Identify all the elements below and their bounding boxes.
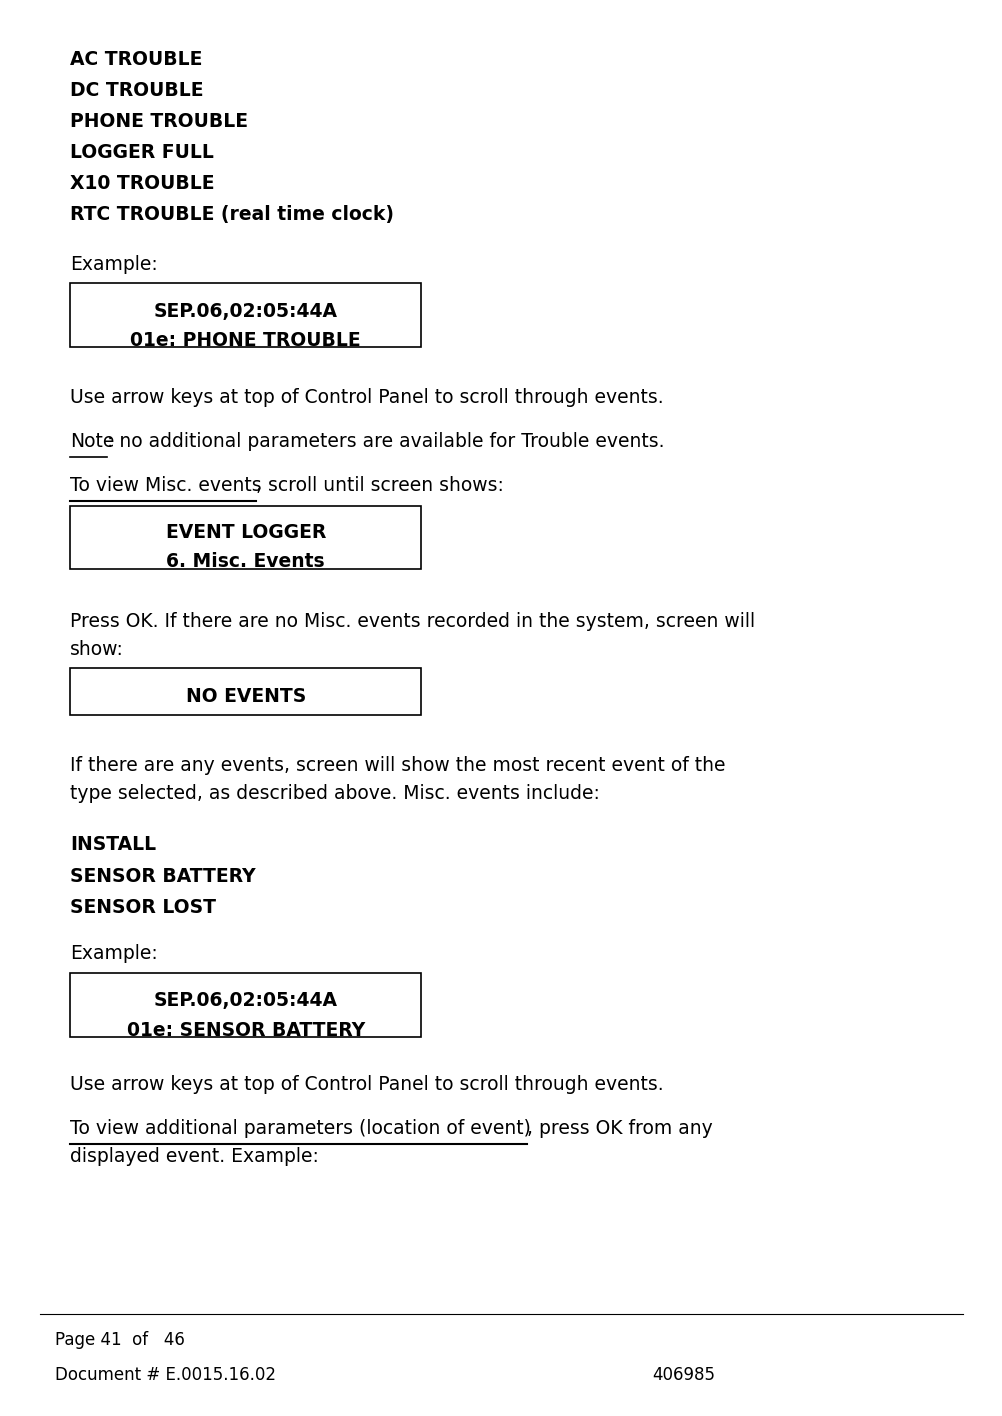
FancyBboxPatch shape — [70, 973, 421, 1037]
Text: Example:: Example: — [70, 255, 157, 273]
Text: EVENT LOGGER: EVENT LOGGER — [165, 523, 326, 541]
Text: 01e: SENSOR BATTERY: 01e: SENSOR BATTERY — [126, 1021, 365, 1039]
Text: Use arrow keys at top of Control Panel to scroll through events.: Use arrow keys at top of Control Panel t… — [70, 1075, 663, 1093]
Text: Example:: Example: — [70, 944, 157, 963]
Text: SENSOR LOST: SENSOR LOST — [70, 898, 216, 916]
Text: X10 TROUBLE: X10 TROUBLE — [70, 174, 214, 193]
Text: displayed event. Example:: displayed event. Example: — [70, 1147, 319, 1165]
Text: DC TROUBLE: DC TROUBLE — [70, 81, 203, 99]
Text: To view additional parameters (location of event): To view additional parameters (location … — [70, 1119, 530, 1137]
Text: Note: Note — [70, 432, 114, 450]
Text: SENSOR BATTERY: SENSOR BATTERY — [70, 867, 256, 885]
Text: 6. Misc. Events: 6. Misc. Events — [166, 552, 325, 571]
Text: SEP.06,02:05:44A: SEP.06,02:05:44A — [153, 302, 338, 320]
Text: NO EVENTS: NO EVENTS — [185, 687, 306, 705]
FancyBboxPatch shape — [70, 668, 421, 715]
Text: 406985: 406985 — [651, 1366, 714, 1385]
Text: Page 41  of   46: Page 41 of 46 — [55, 1331, 184, 1349]
Text: PHONE TROUBLE: PHONE TROUBLE — [70, 112, 247, 130]
Text: : no additional parameters are available for Trouble events.: : no additional parameters are available… — [107, 432, 664, 450]
Text: type selected, as described above. Misc. events include:: type selected, as described above. Misc.… — [70, 784, 599, 803]
FancyBboxPatch shape — [70, 506, 421, 569]
Text: 01e: PHONE TROUBLE: 01e: PHONE TROUBLE — [130, 331, 361, 350]
Text: , scroll until screen shows:: , scroll until screen shows: — [256, 476, 503, 494]
Text: If there are any events, screen will show the most recent event of the: If there are any events, screen will sho… — [70, 756, 725, 775]
Text: SEP.06,02:05:44A: SEP.06,02:05:44A — [153, 991, 338, 1010]
Text: INSTALL: INSTALL — [70, 835, 156, 854]
Text: , press OK from any: , press OK from any — [526, 1119, 711, 1137]
Text: RTC TROUBLE (real time clock): RTC TROUBLE (real time clock) — [70, 205, 394, 224]
Text: LOGGER FULL: LOGGER FULL — [70, 143, 213, 161]
Text: Use arrow keys at top of Control Panel to scroll through events.: Use arrow keys at top of Control Panel t… — [70, 388, 663, 406]
Text: AC TROUBLE: AC TROUBLE — [70, 50, 202, 68]
Text: To view Misc. events: To view Misc. events — [70, 476, 262, 494]
Text: show:: show: — [70, 640, 124, 658]
FancyBboxPatch shape — [70, 283, 421, 347]
Text: Document # E.0015.16.02: Document # E.0015.16.02 — [55, 1366, 276, 1385]
Text: Press OK. If there are no Misc. events recorded in the system, screen will: Press OK. If there are no Misc. events r… — [70, 612, 755, 630]
